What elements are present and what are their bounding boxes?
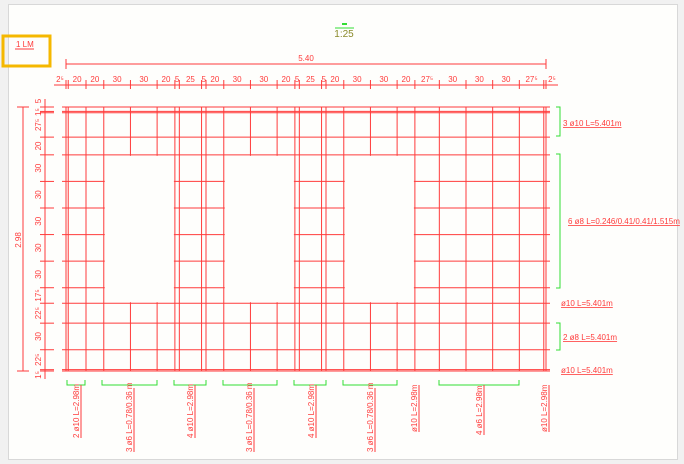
segment-dim-label: 30 [475, 75, 484, 84]
vertical-dim-label: 20 [34, 141, 43, 150]
segment-dim-label: 30 [448, 75, 457, 84]
vertical-dim-label: 30 [34, 163, 43, 172]
vertical-dim-label: 22⁵ [34, 307, 43, 319]
vertical-dim-label: 17⁵ [34, 289, 43, 301]
segment-dim-label: 5 [295, 75, 300, 84]
bar-label: ø10 L=2.98m [410, 384, 419, 432]
bar-label: 4 ø10 L=2.98m [307, 384, 316, 438]
bar-label: 3 ø6 L=0.78/0.36 m [125, 382, 134, 452]
total-height-label: 2.98 [14, 232, 23, 248]
segment-dim-label: 5 [322, 75, 327, 84]
mesh-grid [62, 106, 550, 372]
segment-dim-label: 30 [379, 75, 388, 84]
bar-group-bracket [556, 322, 561, 351]
bar-label: 2 ø10 L=2.98m [72, 384, 81, 438]
bar-label: 3 ø6 L=0.78/0.36 m [245, 382, 254, 452]
bar-group-bracket [342, 380, 398, 386]
segment-dim-label: 30 [113, 75, 122, 84]
segment-dim-label: 20 [73, 75, 82, 84]
vertical-dim-label: 30 [34, 190, 43, 199]
bar-group-bracket [222, 380, 278, 386]
selection-box[interactable] [1, 34, 52, 68]
segment-dim-label: 2⁵ [548, 75, 556, 84]
vertical-dim-label: 30 [34, 216, 43, 225]
mesh-opening [224, 155, 294, 303]
vertical-dim-label: 1⁵ [34, 108, 43, 116]
vertical-dim-label: 30 [34, 331, 43, 340]
segment-dim-label: 20 [282, 75, 291, 84]
segment-dim-label: 30 [353, 75, 362, 84]
segment-dim-label: 25 [306, 75, 315, 84]
segment-dim-label: 30 [259, 75, 268, 84]
segment-dim-label: 30 [139, 75, 148, 84]
segment-dim-label: 20 [330, 75, 339, 84]
bar-group-bracket [293, 380, 327, 386]
vertical-dim-label: 30 [34, 269, 43, 278]
bar-label: ø10 L=2.98m [540, 384, 549, 432]
segment-dim-label: 20 [210, 75, 219, 84]
bar-label: ø10 L=5.401m [561, 299, 613, 308]
segment-dim-label: 20 [90, 75, 99, 84]
bar-group-bracket [438, 380, 520, 386]
bar-label: 4 ø10 L=2.98m [186, 384, 195, 438]
annotations: 3 ø10 L=5.401m 6 ø8 L=0.246/0.41/0.41/1.5… [66, 106, 680, 452]
vertical-dim-label: 27⁵ [34, 119, 43, 131]
drawing-title[interactable]: 1 LM [16, 40, 34, 49]
bar-label: 4 ø6 L=2.98m [475, 385, 484, 435]
segment-dim-label: 25 [186, 75, 195, 84]
segment-dim-label: 30 [233, 75, 242, 84]
bar-label: ø10 L=5.401m [561, 366, 613, 375]
bar-group-bracket [173, 380, 207, 386]
scale-label: 1:25 [334, 29, 354, 40]
bar-group-bracket [101, 380, 158, 386]
segment-dim-label: 5 [202, 75, 207, 84]
bar-group-bracket [556, 106, 561, 137]
bar-group-bracket [556, 153, 561, 289]
bar-label: 6 ø8 L=0.246/0.41/0.41/1.515m [568, 217, 680, 226]
segment-dim-label: 20 [402, 75, 411, 84]
vertical-dim-label: 30 [34, 243, 43, 252]
segment-dim-label: 5 [175, 75, 180, 84]
mesh-opening [344, 155, 414, 303]
segment-dim-label: 20 [162, 75, 171, 84]
segment-dim-label: 30 [502, 75, 511, 84]
total-width-label: 5.40 [298, 54, 314, 63]
bar-label: 2 ø8 L=5.401m [563, 333, 617, 342]
vertical-dim-label: 22⁵ [34, 354, 43, 366]
segment-dim-label: 27⁵ [525, 75, 537, 84]
bar-group-bracket [66, 380, 86, 386]
segment-dim-label: 2⁵ [56, 75, 64, 84]
bar-label: 3 ø10 L=5.401m [563, 119, 622, 128]
mesh-opening [104, 155, 174, 303]
vertical-dim-label: 5 [34, 98, 43, 103]
bar-label: 3 ø6 L=0.78/0.36 m [366, 382, 375, 452]
vertical-dim-label: 1⁵ [34, 371, 43, 379]
segment-dim-label: 27⁵ [421, 75, 433, 84]
